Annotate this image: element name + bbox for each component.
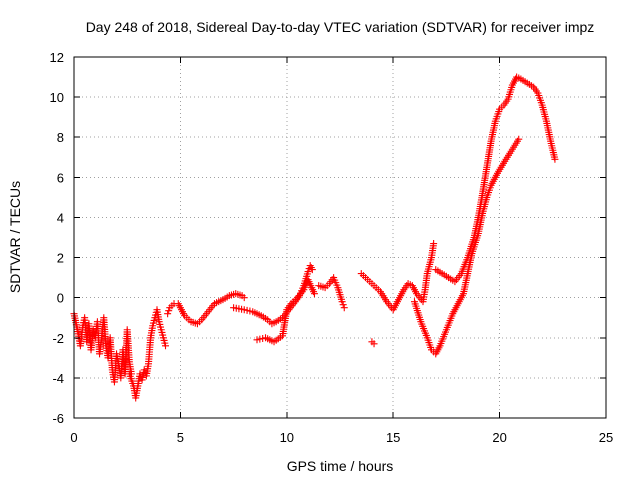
chart-title: Day 248 of 2018, Sidereal Day-to-day VTE… bbox=[86, 19, 595, 35]
y-tick-label: 0 bbox=[57, 291, 64, 306]
data-point-plus bbox=[304, 268, 312, 276]
y-tick-label: 6 bbox=[57, 170, 64, 185]
data-point-plus bbox=[430, 240, 438, 248]
y-tick-label: -4 bbox=[52, 371, 64, 386]
data-point-plus bbox=[140, 366, 148, 374]
data-point-plus bbox=[136, 370, 144, 378]
data-point-plus bbox=[162, 342, 170, 350]
x-tick-label: 5 bbox=[177, 430, 184, 445]
x-tick-label: 0 bbox=[70, 430, 77, 445]
y-axis-label: SDTVAR / TECUs bbox=[7, 181, 23, 293]
x-axis-label: GPS time / hours bbox=[287, 458, 394, 474]
data-point-plus bbox=[308, 266, 316, 274]
grid bbox=[74, 57, 606, 418]
data-point-plus bbox=[310, 290, 318, 298]
y-tick-label: 12 bbox=[50, 50, 64, 65]
y-tick-label: 4 bbox=[57, 210, 64, 225]
y-tick-label: -6 bbox=[52, 411, 64, 426]
data-point-plus bbox=[338, 298, 346, 306]
x-tick-label: 15 bbox=[386, 430, 400, 445]
data-point-plus bbox=[339, 301, 347, 309]
y-tick-label: 10 bbox=[50, 90, 64, 105]
x-tick-label: 25 bbox=[599, 430, 613, 445]
plot-frame bbox=[73, 56, 607, 419]
data-points bbox=[70, 73, 559, 402]
data-point-plus bbox=[164, 310, 172, 318]
data-point-plus bbox=[370, 340, 378, 348]
data-point-plus bbox=[240, 294, 248, 302]
y-tick-label: 2 bbox=[57, 251, 64, 266]
axis-ticks: 0 5 10 15 20 25 -6 -4 -2 0 2 4 6 8 10 12 bbox=[50, 50, 614, 445]
data-point-plus bbox=[515, 135, 523, 143]
data-point-plus bbox=[551, 155, 559, 163]
data-point-plus bbox=[340, 304, 348, 312]
x-tick-label: 10 bbox=[280, 430, 294, 445]
y-tick-label: -2 bbox=[52, 331, 64, 346]
x-tick-label: 20 bbox=[492, 430, 506, 445]
data-point-plus bbox=[165, 307, 173, 315]
y-tick-label: 8 bbox=[57, 130, 64, 145]
